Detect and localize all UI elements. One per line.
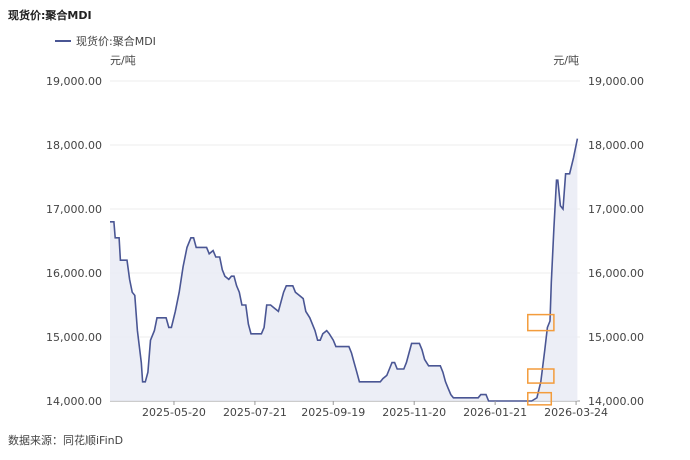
y-tick-label-left: 17,000.00 bbox=[46, 203, 102, 216]
chart-title: 现货价:聚合MDI bbox=[8, 9, 92, 22]
y-tick-label-right: 17,000.00 bbox=[588, 203, 644, 216]
y-tick-label-right: 16,000.00 bbox=[588, 267, 644, 280]
data-source: 数据来源：同花顺iFinD bbox=[8, 434, 124, 447]
highlight-box bbox=[527, 391, 553, 406]
legend[interactable]: 现货价:聚合MDI bbox=[55, 33, 156, 49]
y-tick-label-right: 19,000.00 bbox=[588, 75, 644, 88]
y-tick-label-left: 19,000.00 bbox=[46, 75, 102, 88]
y-tick-label-right: 18,000.00 bbox=[588, 139, 644, 152]
highlight-box bbox=[527, 313, 555, 332]
x-tick-label: 2025-09-19 bbox=[301, 406, 365, 419]
y-axis-unit-left: 元/吨 bbox=[110, 54, 136, 67]
y-tick-label-right: 15,000.00 bbox=[588, 331, 644, 344]
x-tick-label: 2026-03-24 bbox=[544, 406, 608, 419]
x-tick-label: 2025-07-21 bbox=[223, 406, 287, 419]
x-tick-label: 2026-01-21 bbox=[463, 406, 527, 419]
y-tick-label-left: 16,000.00 bbox=[46, 267, 102, 280]
y-axis-unit-right: 元/吨 bbox=[553, 54, 579, 67]
price-line bbox=[110, 138, 579, 402]
y-tick-label-left: 14,000.00 bbox=[46, 395, 102, 408]
highlight-box bbox=[527, 368, 555, 384]
legend-line-swatch bbox=[55, 40, 71, 42]
y-tick-label-left: 18,000.00 bbox=[46, 139, 102, 152]
price-area bbox=[110, 138, 578, 401]
y-tick-label-left: 15,000.00 bbox=[46, 331, 102, 344]
x-tick-label: 2025-11-20 bbox=[382, 406, 446, 419]
y-tick-label-right: 14,000.00 bbox=[588, 395, 644, 408]
legend-label: 现货价:聚合MDI bbox=[76, 35, 156, 48]
x-tick-label: 2025-05-20 bbox=[142, 406, 206, 419]
